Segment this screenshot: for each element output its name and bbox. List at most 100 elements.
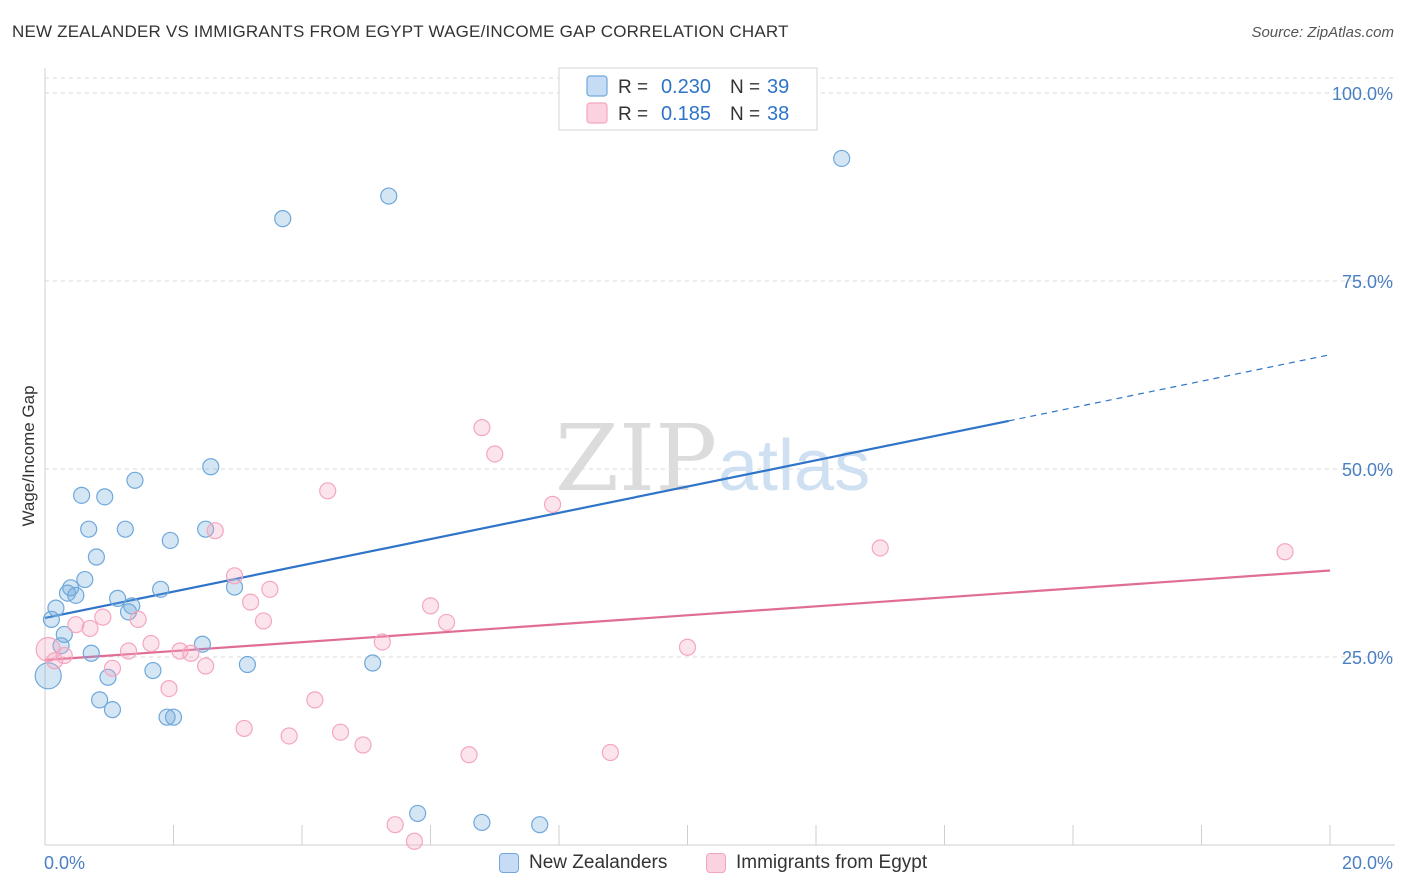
legend-r-value-immigrants-from-egypt: 0.185 <box>661 103 711 125</box>
legend-swatch-immigrants-from-egypt <box>706 853 726 873</box>
point-new-zealanders-32 <box>274 210 292 228</box>
trend-line-new-zealanders-extension <box>1008 354 1331 422</box>
legend-r-label-immigrants-from-egypt: R = <box>618 104 648 125</box>
point-new-zealanders-22 <box>144 661 162 680</box>
data-points <box>34 149 1294 850</box>
point-new-zealanders-29 <box>202 458 220 476</box>
legend-r-value-new-zealanders: 0.230 <box>661 76 711 98</box>
point-immigrants-from-egypt-16 <box>235 719 253 738</box>
point-immigrants-from-egypt-11 <box>171 642 189 660</box>
point-new-zealanders-17 <box>109 589 127 607</box>
point-new-zealanders-24 <box>158 708 176 726</box>
point-immigrants-from-egypt-34 <box>601 743 620 762</box>
point-new-zealanders-18 <box>116 520 134 538</box>
legend-swatch-immigrants-from-egypt <box>586 102 608 124</box>
point-immigrants-from-egypt-24 <box>354 736 372 754</box>
point-new-zealanders-9 <box>76 570 94 589</box>
point-new-zealanders-37 <box>531 816 549 834</box>
legend-n-label-new-zealanders: N = <box>730 77 760 98</box>
trend-line-immigrants-from-egypt <box>44 569 1331 662</box>
point-immigrants-from-egypt-10 <box>160 679 178 698</box>
point-immigrants-from-egypt-36 <box>871 539 889 557</box>
point-immigrants-from-egypt-33 <box>543 495 562 513</box>
x-tick-label-min: 0.0% <box>44 853 85 873</box>
point-immigrants-from-egypt-15 <box>225 567 244 585</box>
point-new-zealanders-13 <box>91 691 109 709</box>
point-immigrants-from-egypt-37 <box>1276 543 1294 561</box>
point-new-zealanders-38 <box>833 149 851 168</box>
point-new-zealanders-1 <box>42 610 61 629</box>
point-immigrants-from-egypt-20 <box>280 727 298 745</box>
point-new-zealanders-31 <box>238 655 256 674</box>
point-immigrants-from-egypt-28 <box>421 597 440 615</box>
point-immigrants-from-egypt-14 <box>206 522 224 540</box>
point-immigrants-from-egypt-17 <box>242 593 260 611</box>
legend-n-label-immigrants-from-egypt: N = <box>730 104 760 125</box>
point-immigrants-from-egypt-13 <box>197 657 215 675</box>
point-new-zealanders-25 <box>161 531 179 550</box>
x-tick-label-max: 20.0% <box>1342 853 1393 873</box>
point-new-zealanders-16 <box>103 701 122 719</box>
point-new-zealanders-21 <box>126 471 144 489</box>
grid <box>45 77 1395 658</box>
watermark-atlas: atlas <box>718 426 870 506</box>
point-immigrants-from-egypt-9 <box>142 634 160 653</box>
point-new-zealanders-12 <box>87 548 106 566</box>
legend-item-immigrants-from-egypt[interactable]: Immigrants from Egypt <box>706 852 927 874</box>
point-immigrants-from-egypt-29 <box>437 613 456 632</box>
watermark-zip: ZIP <box>555 405 717 512</box>
point-immigrants-from-egypt-31 <box>473 419 491 437</box>
point-new-zealanders-33 <box>364 654 382 672</box>
point-new-zealanders-26 <box>164 708 183 726</box>
point-immigrants-from-egypt-23 <box>331 723 350 741</box>
point-immigrants-from-egypt-27 <box>405 832 424 850</box>
point-immigrants-from-egypt-18 <box>254 612 273 630</box>
legend: R = 0.230 N = 39 R = 0.185 N = 38 <box>558 67 818 131</box>
y-tick-label-75: 75.0% <box>1342 272 1393 292</box>
legend-swatch-new-zealanders <box>586 75 608 97</box>
point-new-zealanders-35 <box>409 804 427 823</box>
legend-r-label-new-zealanders: R = <box>618 77 648 98</box>
point-immigrants-from-egypt-26 <box>386 816 404 834</box>
legend-label-immigrants-from-egypt: Immigrants from Egypt <box>736 852 928 873</box>
point-new-zealanders-4 <box>55 625 73 644</box>
point-new-zealanders-2 <box>47 599 65 617</box>
point-immigrants-from-egypt-8 <box>129 610 147 629</box>
point-immigrants-from-egypt-3 <box>67 616 85 634</box>
y-tick-label-25: 25.0% <box>1342 648 1393 668</box>
point-immigrants-from-egypt-21 <box>306 691 324 709</box>
watermark: ZIP atlas <box>555 405 870 512</box>
trend-line-new-zealanders <box>44 419 1009 619</box>
point-immigrants-from-egypt-22 <box>319 482 337 500</box>
point-new-zealanders-23 <box>152 580 170 598</box>
point-immigrants-from-egypt-30 <box>460 746 478 764</box>
point-immigrants-from-egypt-4 <box>81 619 99 638</box>
point-immigrants-from-egypt-19 <box>261 580 279 598</box>
source-label: Source: ZipAtlas.com <box>1251 24 1394 41</box>
point-new-zealanders-10 <box>80 520 98 538</box>
y-tick-label-100: 100.0% <box>1332 84 1393 104</box>
point-immigrants-from-egypt-25 <box>373 633 391 651</box>
point-new-zealanders-27 <box>193 635 212 653</box>
point-new-zealanders-15 <box>99 668 117 686</box>
point-new-zealanders-8 <box>73 486 91 504</box>
legend-item-new-zealanders[interactable]: New Zealanders <box>499 852 667 874</box>
bottom-legend: New Zealanders Immigrants from Egypt <box>0 852 1406 878</box>
point-immigrants-from-egypt-0 <box>35 636 61 663</box>
point-immigrants-from-egypt-2 <box>55 646 73 665</box>
legend-label-new-zealanders: New Zealanders <box>529 852 668 873</box>
point-new-zealanders-34 <box>380 187 398 205</box>
chart-title: NEW ZEALANDER VS IMMIGRANTS FROM EGYPT W… <box>12 22 789 41</box>
legend-swatch-new-zealanders <box>499 853 519 873</box>
legend-n-value-new-zealanders: 39 <box>767 76 789 98</box>
axes <box>44 68 1395 846</box>
trend-lines <box>44 354 1331 662</box>
point-new-zealanders-14 <box>96 488 114 506</box>
point-new-zealanders-7 <box>67 586 85 604</box>
y-tick-label-50: 50.0% <box>1342 460 1393 480</box>
point-immigrants-from-egypt-12 <box>182 644 200 662</box>
point-new-zealanders-36 <box>473 813 491 832</box>
point-immigrants-from-egypt-6 <box>103 659 122 677</box>
point-immigrants-from-egypt-32 <box>486 445 504 463</box>
